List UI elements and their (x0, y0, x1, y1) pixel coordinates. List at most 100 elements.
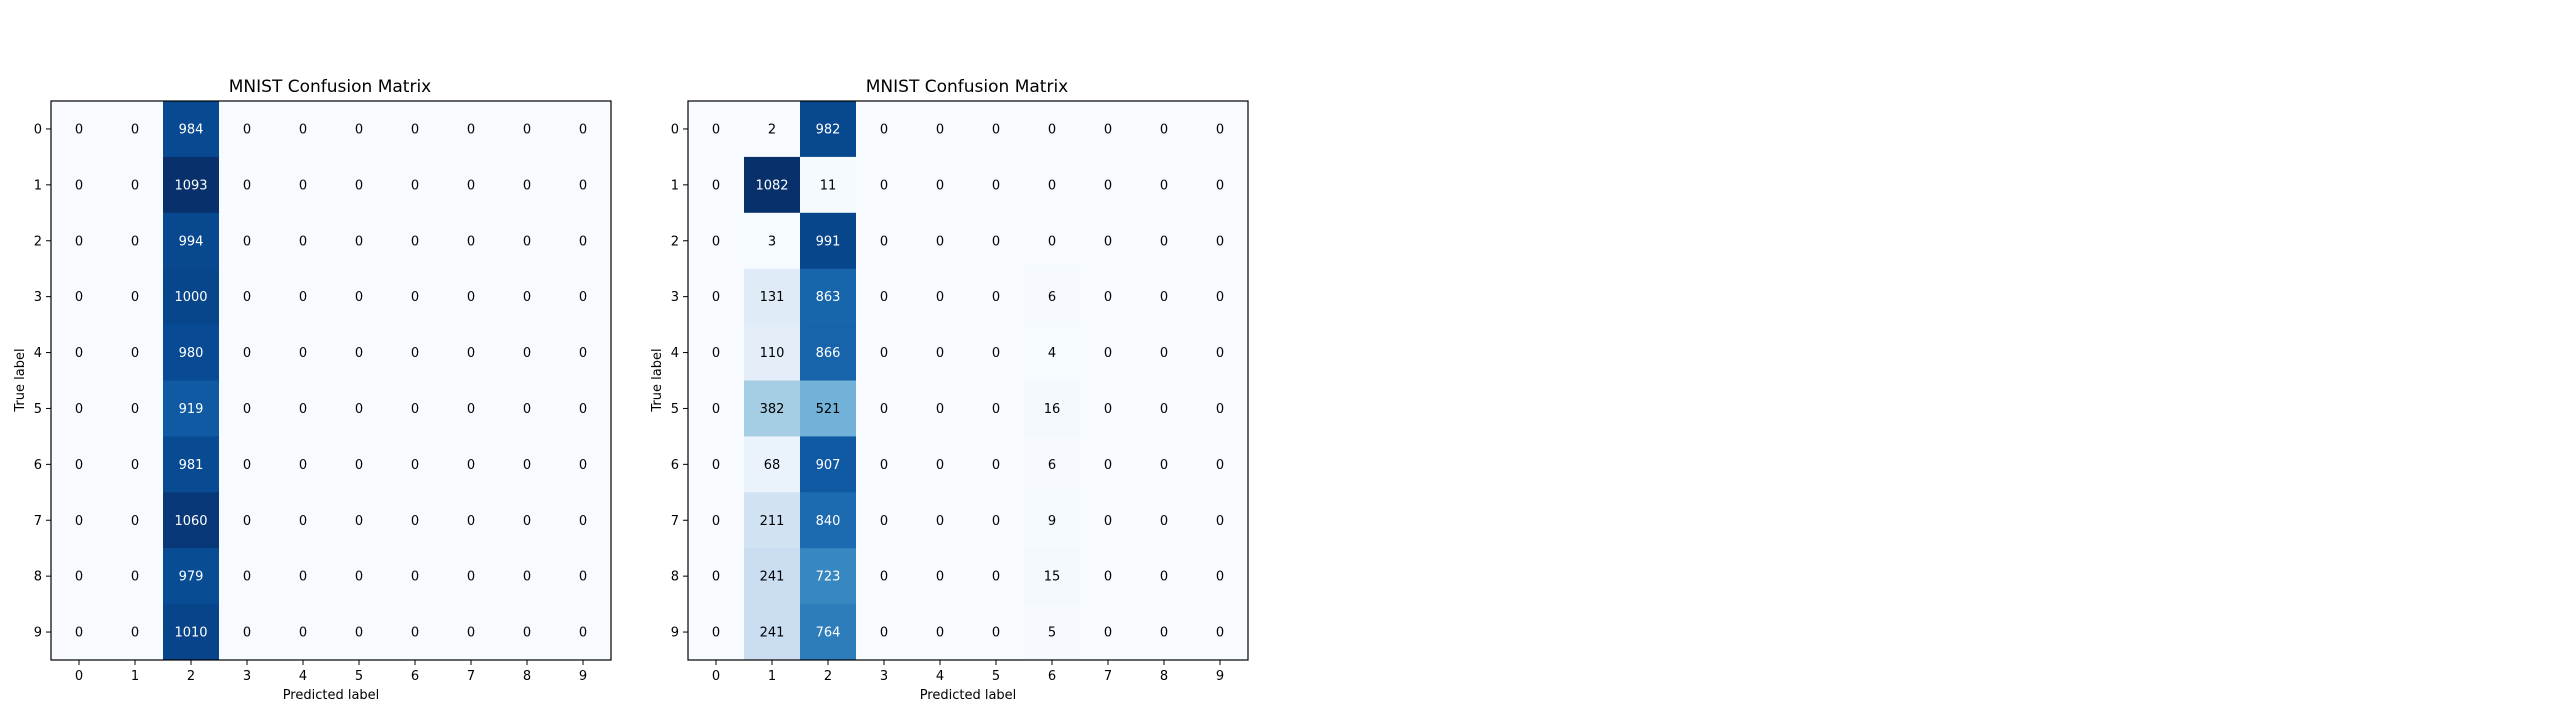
chart-1-cells: 0 0 984 0 0 0 0 0 0 0 0 0 1093 0 0 0 0 0 0 0 0 0 994 0 0 0 0 0 0 0 0 0 1… (51, 101, 612, 661)
heatmap-cell (499, 212, 556, 270)
cell-value-label: 0 (299, 178, 307, 193)
cell-value-label: 0 (355, 178, 363, 193)
cell-value-label: 0 (1216, 402, 1224, 417)
x-tick-label: 8 (523, 669, 531, 684)
cell-value-label: 0 (936, 626, 944, 641)
heatmap-cell (555, 436, 612, 493)
heatmap-cell (555, 156, 612, 214)
heatmap-cell (331, 548, 388, 605)
cell-value-label: 0 (936, 402, 944, 417)
heatmap-cell (744, 156, 801, 214)
heatmap-cell (107, 101, 164, 158)
cell-value-label: 0 (467, 346, 475, 361)
cell-value-label: 0 (1216, 290, 1224, 305)
cell-value-label: 0 (712, 626, 720, 641)
heatmap-cell (499, 324, 556, 381)
cell-value-label: 0 (579, 514, 587, 529)
heatmap-cell (443, 380, 500, 437)
heatmap-cell (331, 604, 388, 661)
heatmap-cell (968, 156, 1025, 214)
heatmap-cell (800, 324, 857, 381)
heatmap-cell (1024, 268, 1081, 326)
cell-value-label: 0 (992, 346, 1000, 361)
cell-value-label: 0 (1048, 234, 1056, 249)
x-tick-label: 7 (467, 669, 475, 684)
cell-value-label: 0 (880, 514, 888, 529)
cell-value-label: 0 (936, 122, 944, 137)
cell-value-label: 0 (523, 514, 531, 529)
cell-value-label: 0 (1216, 626, 1224, 641)
cell-value-label: 1093 (174, 178, 207, 193)
heatmap-cell (499, 436, 556, 493)
cell-value-label: 0 (712, 514, 720, 529)
cell-value-label: 0 (992, 122, 1000, 137)
heatmap-cell (275, 548, 332, 605)
cell-value-label: 0 (411, 626, 419, 641)
heatmap-cell (107, 212, 164, 270)
heatmap-cell (1136, 156, 1193, 214)
cell-value-label: 15 (1044, 570, 1061, 585)
x-tick-label: 4 (299, 669, 307, 684)
y-tick-label: 2 (671, 234, 679, 249)
heatmap-cell (219, 436, 276, 493)
cell-value-label: 110 (760, 346, 785, 361)
heatmap-cell (912, 436, 969, 493)
cell-value-label: 840 (816, 514, 841, 529)
heatmap-cell (387, 436, 444, 493)
cell-value-label: 0 (1104, 178, 1112, 193)
heatmap-cell (275, 268, 332, 326)
x-tick-label: 3 (880, 669, 888, 684)
cell-value-label: 0 (243, 290, 251, 305)
heatmap-cell (1080, 548, 1137, 605)
heatmap-cell (800, 548, 857, 605)
cell-value-label: 0 (1160, 570, 1168, 585)
x-tick-label: 0 (75, 669, 83, 684)
heatmap-cell (1080, 324, 1137, 381)
heatmap-cell (555, 380, 612, 437)
heatmap-cell (163, 548, 220, 605)
cell-value-label: 131 (760, 290, 785, 305)
heatmap-cell (1192, 436, 1249, 493)
heatmap-cell (1080, 380, 1137, 437)
x-tick-label: 6 (411, 669, 419, 684)
heatmap-cell (387, 548, 444, 605)
cell-value-label: 0 (523, 402, 531, 417)
cell-value-label: 6 (1048, 458, 1056, 473)
cell-value-label: 0 (467, 178, 475, 193)
heatmap-cell (107, 548, 164, 605)
heatmap-cell (219, 156, 276, 214)
heatmap-cell (800, 268, 857, 326)
cell-value-label: 0 (243, 458, 251, 473)
heatmap-cell (1080, 268, 1137, 326)
cell-value-label: 3 (768, 234, 776, 249)
confusion-matrix-panel-2: MNIST Confusion Matrix 0 2 982 0 0 0 0 0 0 00 1082… (650, 77, 1249, 703)
heatmap-cell (1192, 156, 1249, 214)
cell-value-label: 0 (523, 346, 531, 361)
heatmap-cell (51, 436, 108, 493)
cell-value-label: 0 (299, 402, 307, 417)
cell-value-label: 0 (467, 234, 475, 249)
heatmap-cell (912, 101, 969, 158)
heatmap-cell (1024, 212, 1081, 270)
cell-value-label: 994 (179, 234, 204, 249)
cell-value-label: 0 (1048, 178, 1056, 193)
heatmap-cell (387, 324, 444, 381)
cell-value-label: 0 (523, 234, 531, 249)
cell-value-label: 863 (816, 290, 841, 305)
cell-value-label: 241 (760, 570, 785, 585)
heatmap-cell (555, 492, 612, 549)
cell-value-label: 1082 (755, 178, 788, 193)
heatmap-cell (443, 101, 500, 158)
cell-value-label: 0 (1104, 290, 1112, 305)
cell-value-label: 0 (880, 626, 888, 641)
cell-value-label: 1060 (174, 514, 207, 529)
heatmap-cell (1192, 604, 1249, 661)
cell-value-label: 0 (880, 346, 888, 361)
heatmap-cell (856, 380, 913, 437)
heatmap-cell (163, 101, 220, 158)
heatmap-cell (744, 212, 801, 270)
cell-value-label: 0 (243, 178, 251, 193)
heatmap-cell (275, 380, 332, 437)
heatmap-cell (1192, 212, 1249, 270)
cell-value-label: 0 (243, 514, 251, 529)
